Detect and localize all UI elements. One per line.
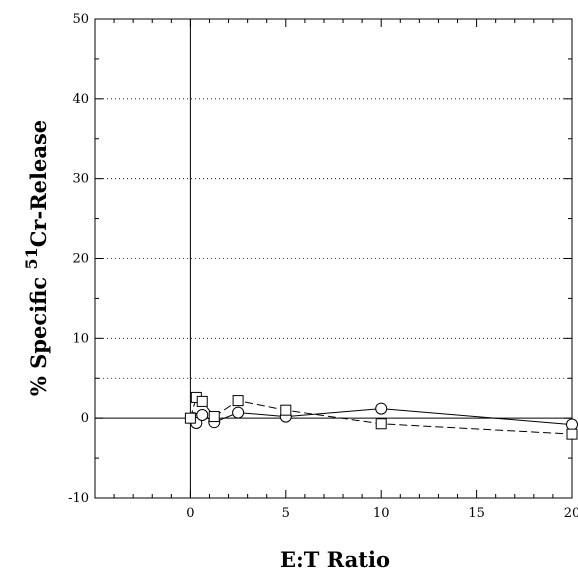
x-axis-title: E:T Ratio: [280, 547, 390, 572]
y-tick-label: 30: [72, 172, 89, 187]
axes-layer: [94, 18, 573, 499]
y-tick-label: 40: [72, 92, 89, 107]
y-tick-label: 20: [72, 252, 89, 267]
series-1-point: [232, 406, 245, 419]
series-2-point: [208, 411, 220, 423]
series-2-point: [375, 418, 387, 430]
y-axis-title: % Specific 51Cr-Release: [22, 120, 51, 396]
x-tick-label: 20: [564, 506, 578, 521]
series-1-point: [196, 408, 209, 421]
series-2-point: [184, 412, 196, 424]
grid-layer: [95, 98, 572, 379]
series-2-line: [189, 396, 573, 435]
y-tick-label: 10: [72, 331, 89, 346]
plot-frame: [94, 18, 573, 499]
x-tick-label: 5: [282, 506, 290, 521]
x-tick-label: 0: [186, 506, 194, 521]
series-2-point: [232, 395, 244, 407]
y-axis-title-superscript: 51: [22, 247, 41, 269]
series-1-point: [566, 418, 578, 431]
x-tick-label: 10: [373, 506, 390, 521]
series-2-point: [566, 428, 578, 440]
series-layer: [184, 391, 578, 440]
y-tick-label: 50: [72, 12, 89, 27]
series-2-point: [196, 395, 208, 407]
x-tick-label: 15: [468, 506, 485, 521]
y-axis-title-prefix: % Specific: [26, 270, 51, 397]
series-1-point: [375, 402, 388, 415]
y-axis-title-suffix: Cr-Release: [26, 120, 51, 247]
y-tick-label: -10: [68, 491, 89, 506]
labels-layer: -10 0 10 20 30 40 50 0 5 10 15 20: [68, 12, 578, 521]
series-2-point: [280, 404, 292, 416]
y-tick-label: 0: [81, 411, 89, 426]
